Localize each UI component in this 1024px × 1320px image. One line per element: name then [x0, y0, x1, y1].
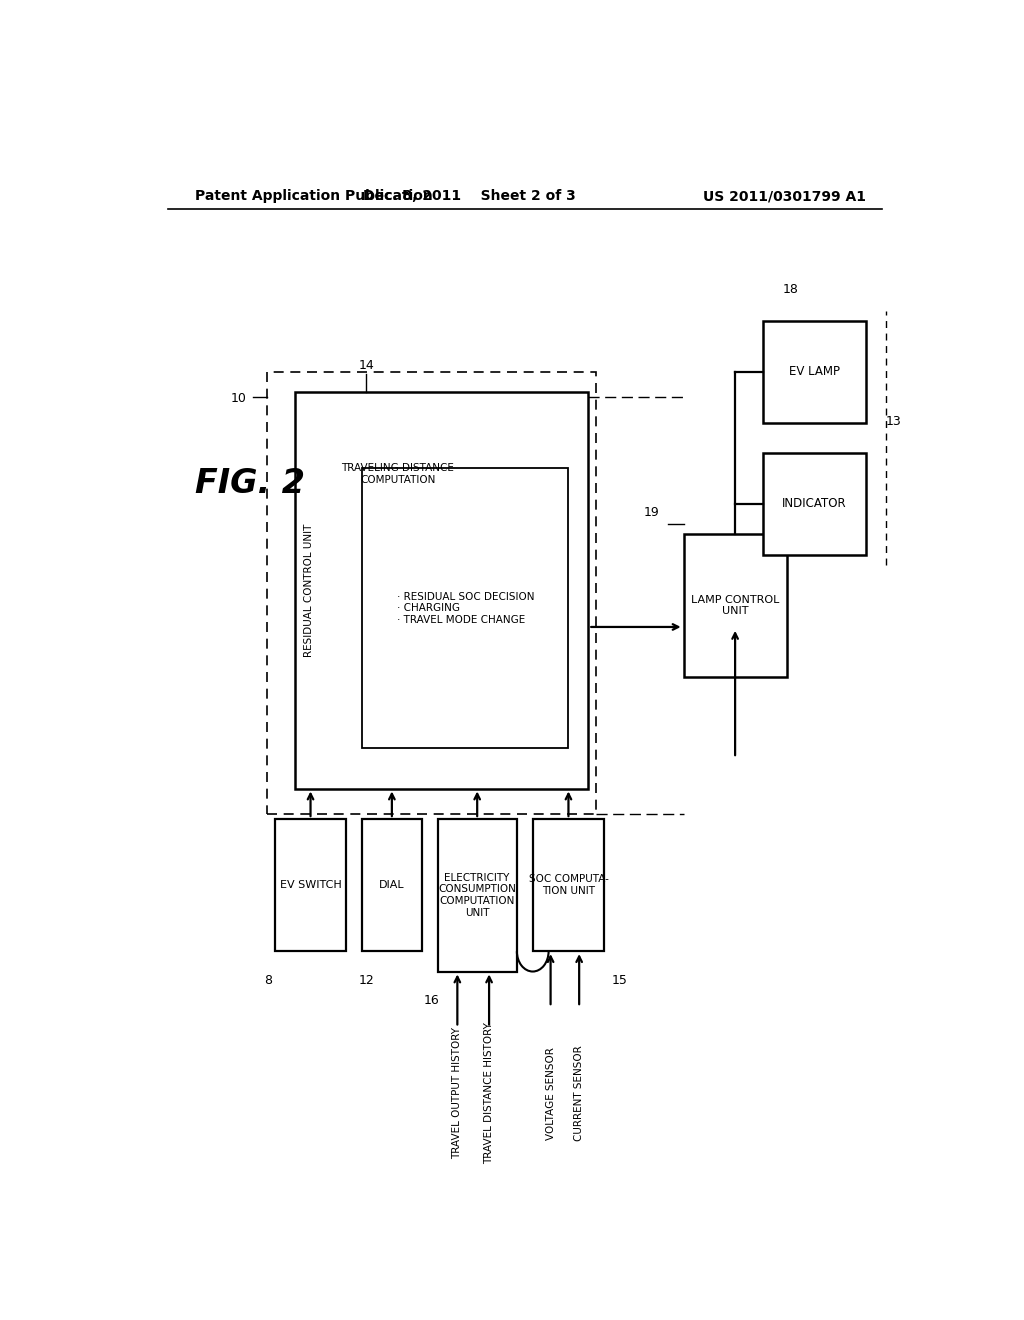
Text: FIG. 2: FIG. 2 [196, 467, 305, 500]
Text: 19: 19 [644, 507, 659, 519]
Text: · RESIDUAL SOC DECISION
· CHARGING
· TRAVEL MODE CHANGE: · RESIDUAL SOC DECISION · CHARGING · TRA… [396, 591, 535, 624]
Text: TRAVELING DISTANCE
COMPUTATION: TRAVELING DISTANCE COMPUTATION [341, 463, 455, 484]
Text: 8: 8 [264, 974, 272, 986]
Text: ELECTRICITY
CONSUMPTION
COMPUTATION
UNIT: ELECTRICITY CONSUMPTION COMPUTATION UNIT [438, 873, 516, 917]
Bar [274, 818, 346, 952]
Bar [362, 818, 422, 952]
Text: 14: 14 [358, 359, 374, 372]
Text: EV LAMP: EV LAMP [788, 366, 840, 379]
Bar [295, 392, 588, 788]
Bar [532, 818, 604, 952]
Bar [763, 453, 866, 554]
Text: CURRENT SENSOR: CURRENT SENSOR [574, 1045, 584, 1142]
Bar [362, 469, 568, 748]
Text: RESIDUAL CONTROL UNIT: RESIDUAL CONTROL UNIT [304, 524, 314, 657]
Text: US 2011/0301799 A1: US 2011/0301799 A1 [703, 189, 866, 203]
Bar [684, 535, 786, 677]
Text: DIAL: DIAL [379, 880, 404, 890]
Text: 16: 16 [423, 994, 439, 1007]
Text: EV SWITCH: EV SWITCH [280, 880, 341, 890]
Text: Patent Application Publication: Patent Application Publication [196, 189, 433, 203]
Bar [437, 818, 517, 972]
Text: VOLTAGE SENSOR: VOLTAGE SENSOR [546, 1047, 556, 1140]
Text: INDICATOR: INDICATOR [782, 498, 847, 511]
Text: Dec. 8, 2011    Sheet 2 of 3: Dec. 8, 2011 Sheet 2 of 3 [362, 189, 575, 203]
Text: TRAVEL DISTANCE HISTORY: TRAVEL DISTANCE HISTORY [484, 1023, 495, 1164]
Text: 10: 10 [231, 392, 247, 405]
Bar [763, 321, 866, 422]
Text: 18: 18 [782, 282, 799, 296]
Text: LAMP CONTROL
UNIT: LAMP CONTROL UNIT [691, 595, 779, 616]
Bar [267, 372, 596, 814]
Text: 13: 13 [886, 414, 902, 428]
Text: SOC COMPUTA-
TION UNIT: SOC COMPUTA- TION UNIT [528, 874, 608, 896]
Text: TRAVEL OUTPUT HISTORY: TRAVEL OUTPUT HISTORY [453, 1027, 463, 1159]
Text: 15: 15 [612, 974, 628, 986]
Text: 12: 12 [358, 974, 374, 986]
